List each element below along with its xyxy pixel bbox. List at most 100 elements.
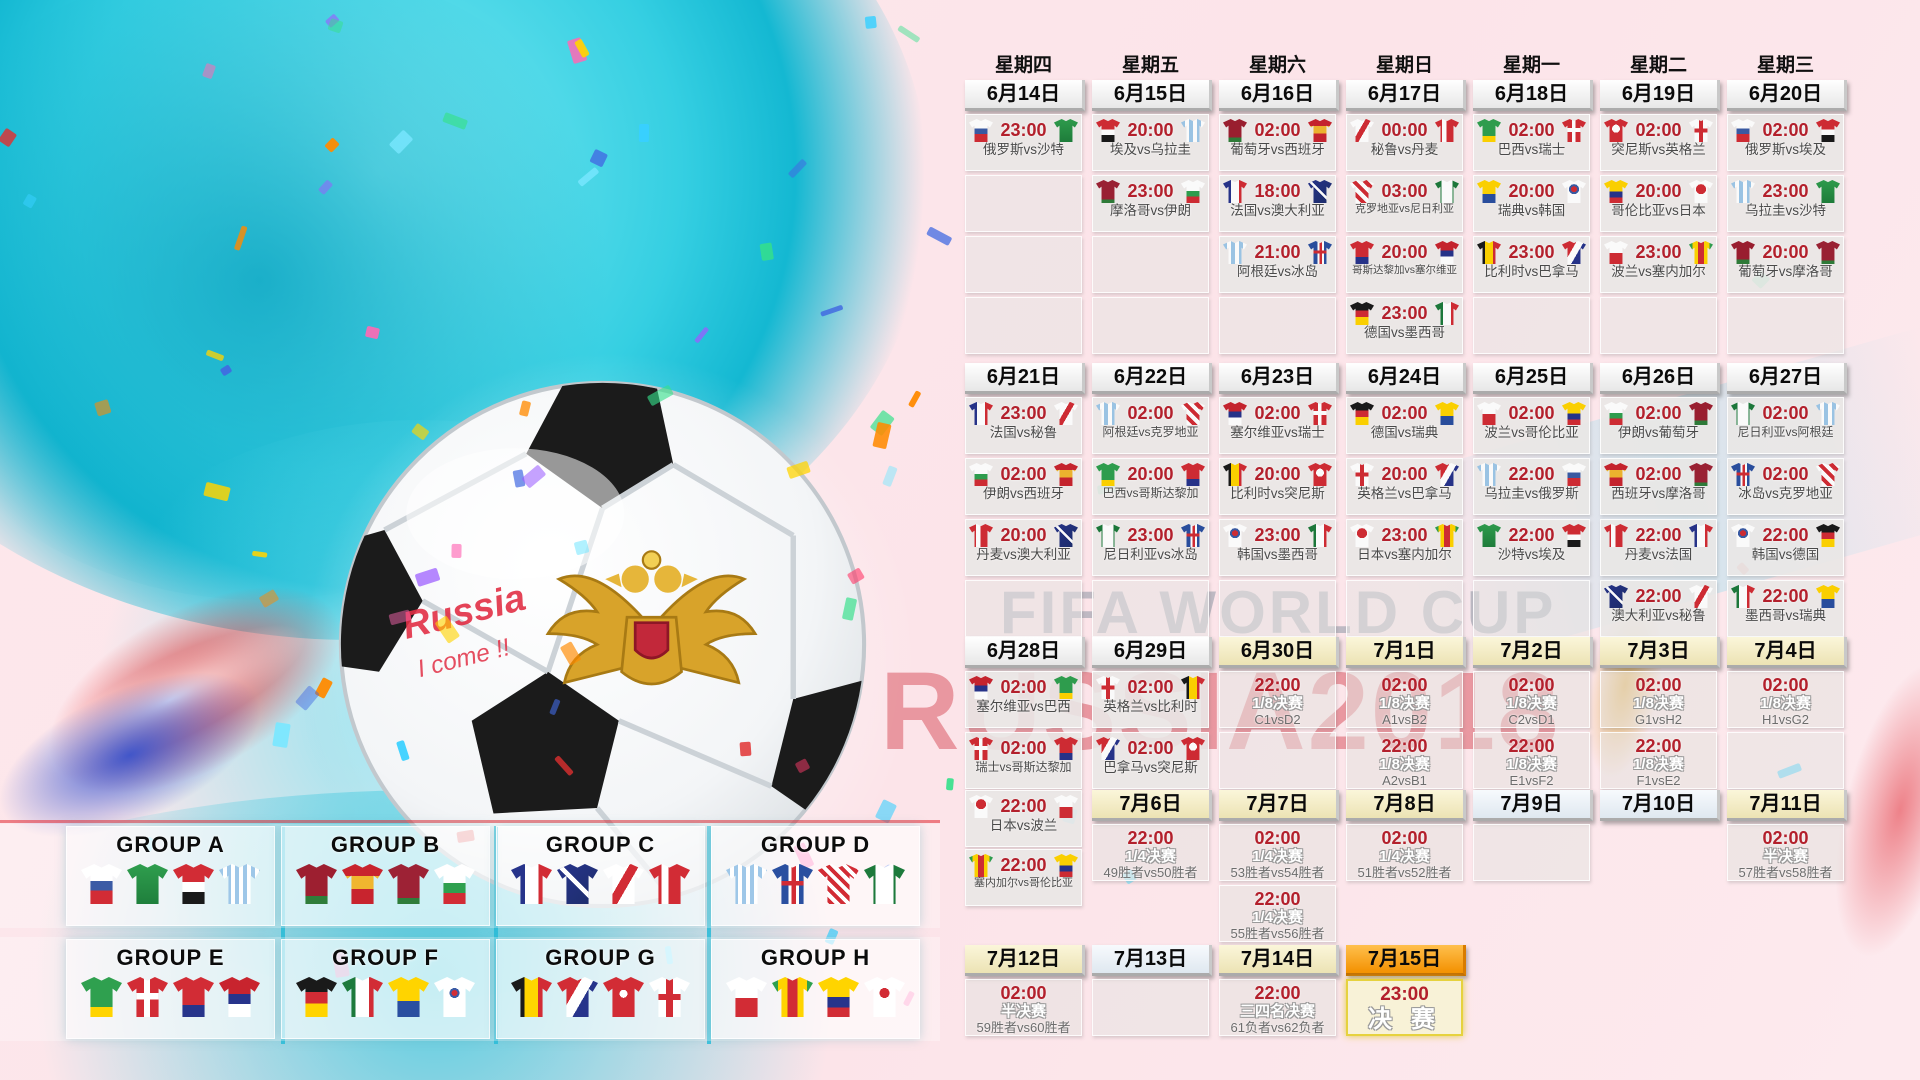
match-cell: 02:00 塞尔维亚vs瑞士	[1219, 397, 1336, 454]
date-header: 7月11日	[1727, 790, 1847, 821]
group-box: GROUP H	[711, 939, 920, 1039]
confetti-piece	[872, 421, 892, 449]
ko-matchup: 55胜者vs56胜者	[1230, 926, 1325, 941]
jersey-icon	[818, 864, 859, 904]
group-jerseys	[67, 864, 274, 904]
match-cell: 02:00 瑞士vs哥斯达黎加	[965, 732, 1082, 789]
empty-cell	[965, 236, 1082, 293]
jersey-icon	[1307, 241, 1332, 264]
ko-stage: 1/8决赛	[1379, 695, 1430, 712]
jersey-icon	[1688, 402, 1713, 425]
ko-stage: 1/4决赛	[1379, 848, 1430, 865]
match-time: 20:00	[1127, 464, 1174, 484]
match-cell: 18:00 法国vs澳大利亚	[1219, 175, 1336, 232]
match-cell: 02:00 德国vs瑞典	[1346, 397, 1463, 454]
group-title: GROUP F	[332, 945, 439, 970]
match-cell: 22:00 丹麦vs法国	[1600, 519, 1717, 576]
ko-matchup: F1vsE2	[1636, 773, 1681, 788]
match-teams: 哥斯达黎加vs塞尔维亚	[1352, 264, 1457, 276]
empty-cell	[1600, 297, 1717, 354]
jersey-icon	[1053, 795, 1078, 818]
jersey-icon	[1731, 585, 1755, 608]
empty-cell	[1473, 824, 1590, 881]
date-header: 6月18日	[1473, 80, 1593, 111]
group-box: GROUP G	[496, 939, 705, 1039]
final-cell: 23:00 决 赛	[1346, 979, 1463, 1036]
jersey-icon	[1688, 585, 1713, 608]
match-cell: 02:00 英格兰vs比利时	[1092, 671, 1209, 728]
group-box: GROUP C	[496, 826, 705, 926]
groups-row: GROUP A GROUP B GROUP C GROUP D	[66, 826, 920, 926]
jersey-icon	[1350, 402, 1374, 425]
jersey-icon	[772, 864, 813, 904]
match-teams: 德国vs墨西哥	[1364, 325, 1445, 340]
jersey-icon	[603, 977, 644, 1017]
match-cell: 02:00 巴西vs瑞士	[1473, 114, 1590, 171]
jersey-icon	[1053, 737, 1078, 760]
match-cell: 23:00 尼日利亚vs冰岛	[1092, 519, 1209, 576]
match-time: 20:00	[1635, 181, 1682, 201]
ko-stage: 1/4决赛	[1125, 848, 1176, 865]
red-brush-left	[16, 544, 374, 836]
match-teams: 丹麦vs澳大利亚	[976, 547, 1071, 562]
empty-cell	[965, 297, 1082, 354]
match-teams: 沙特vs埃及	[1497, 547, 1566, 562]
match-cell: 22:00 墨西哥vs瑞典	[1727, 580, 1844, 637]
match-time: 02:00	[1635, 403, 1682, 423]
match-cell: 02:00 突尼斯vs英格兰	[1600, 114, 1717, 171]
schedule-calendar: 星期四 星期五 星期六 星期日 星期一 星期二 星期三 6月14日 6月15日 6月16日 6月17…	[965, 0, 1855, 1080]
jersey-icon	[1053, 854, 1078, 877]
date-header: 6月17日	[1346, 80, 1466, 111]
match-cell: 20:00 丹麦vs澳大利亚	[965, 519, 1082, 576]
match-teams: 瑞士vs哥斯达黎加	[975, 760, 1072, 774]
confetti-piece	[22, 193, 38, 209]
jersey-icon	[1731, 402, 1755, 425]
date-header: 6月28日	[965, 637, 1085, 668]
ko-time: 22:00	[1127, 828, 1174, 848]
confetti-piece	[882, 465, 899, 488]
jersey-icon	[342, 864, 383, 904]
match-cell: 03:00 克罗地亚vs尼日利亚	[1346, 175, 1463, 232]
jersey-icon	[434, 864, 475, 904]
match-teams: 英格兰vs巴拿马	[1357, 486, 1452, 501]
jersey-icon	[1604, 241, 1628, 264]
match-teams: 西班牙vs摩洛哥	[1611, 486, 1706, 501]
match-cell: 23:00 俄罗斯vs沙特	[965, 114, 1082, 171]
group-box: GROUP A	[66, 826, 275, 926]
match-teams: 埃及vs乌拉圭	[1110, 142, 1191, 157]
match-time: 23:00	[1127, 181, 1174, 201]
match-time: 20:00	[1381, 464, 1428, 484]
confetti-piece	[574, 37, 591, 58]
match-cell: 02:00 冰岛vs克罗地亚	[1727, 458, 1844, 515]
group-title: GROUP H	[760, 945, 871, 970]
jersey-icon	[388, 977, 429, 1017]
ko-matchup: A2vsB1	[1382, 773, 1427, 788]
match-time: 23:00	[1508, 242, 1555, 262]
confetti-piece	[294, 684, 320, 711]
knockout-cell: 22:00 1/8决赛 C1vsD2	[1219, 671, 1336, 728]
jersey-icon	[1350, 524, 1374, 547]
match-time: 23:00	[1000, 403, 1047, 423]
match-time: 20:00	[1254, 464, 1301, 484]
match-time: 22:00	[1000, 796, 1047, 816]
match-teams: 丹麦vs法国	[1624, 547, 1693, 562]
jersey-icon	[1350, 119, 1374, 142]
match-time: 22:00	[1762, 586, 1809, 606]
jersey-icon	[1688, 463, 1713, 486]
jersey-icon	[1815, 402, 1840, 425]
jersey-icon	[1096, 524, 1120, 547]
match-teams: 伊朗vs葡萄牙	[1618, 425, 1699, 440]
empty-cell	[1219, 580, 1336, 637]
match-teams: 法国vs澳大利亚	[1230, 203, 1325, 218]
date-header: 6月29日	[1092, 637, 1212, 668]
knockout-cell: 22:00 1/8决赛 A2vsB1	[1346, 732, 1463, 789]
group-title: GROUP G	[545, 945, 656, 970]
jersey-icon	[1096, 180, 1120, 203]
date-header: 6月21日	[965, 363, 1085, 394]
jersey-icon	[1223, 463, 1247, 486]
ko-matchup: H1vsG2	[1762, 712, 1809, 727]
date-header: 7月6日	[1092, 790, 1212, 821]
match-teams: 德国vs瑞典	[1370, 425, 1439, 440]
jersey-icon	[1096, 737, 1120, 760]
jersey-icon	[969, 524, 993, 547]
